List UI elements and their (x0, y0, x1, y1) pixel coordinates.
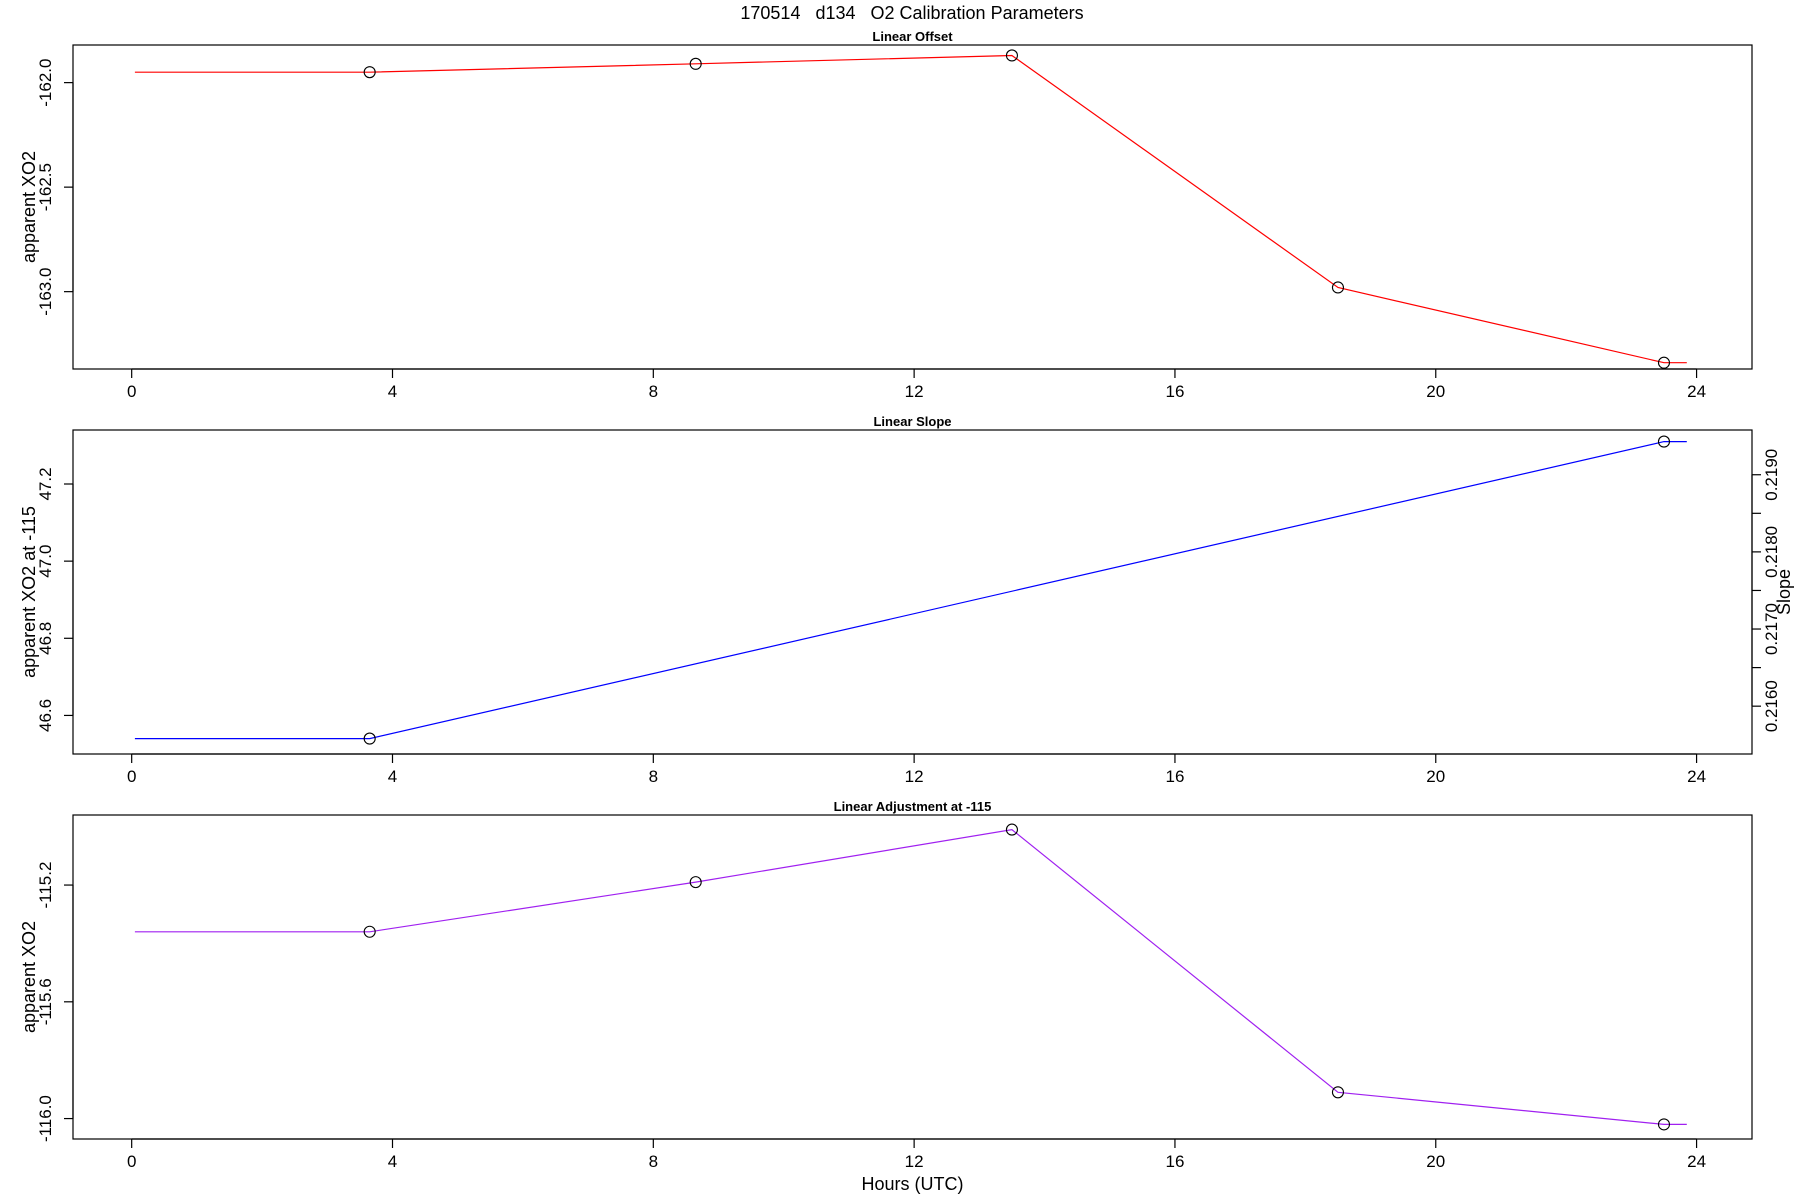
data-point (1005, 823, 1018, 836)
x-tick-label: 16 (1165, 1152, 1184, 1171)
chart-panel-3: Linear Adjustment at -115 0 4 8 12 16 20 24 -115… (19, 799, 1753, 1194)
y-tick-label: 46.6 (36, 699, 55, 732)
figure-title: 170514 d134 O2 Calibration Parameters (740, 3, 1083, 23)
chart-panel-2: Linear Slope 0 4 8 12 16 20 24 46.6 46.8 47.0 47.2 a… (19, 414, 1794, 786)
panel-title: Linear Slope (873, 414, 951, 429)
x-tick-label: 0 (127, 1152, 136, 1171)
y2-tick-label: 0.2180 (1762, 526, 1781, 578)
x-tick-label: 16 (1165, 767, 1184, 786)
data-point (363, 925, 376, 938)
x-axis: 0 4 8 12 16 20 24 (127, 753, 1706, 786)
data-point (1331, 1086, 1345, 1099)
y-axis: -115.2 -115.6 -116.0 apparent XO2 (19, 862, 74, 1142)
series-line (134, 441, 1687, 740)
x-tick-label: 4 (388, 1152, 397, 1171)
x-tick-label: 16 (1165, 382, 1184, 401)
x-tick-label: 4 (388, 767, 397, 786)
panel-title: Linear Offset (872, 29, 953, 44)
y-axis-label: apparent XO2 (19, 151, 39, 263)
x-tick-label: 12 (905, 382, 924, 401)
y-axis-label: apparent XO2 (19, 921, 39, 1033)
y-tick-label: -115.6 (36, 978, 55, 1025)
x-axis-label: Hours (UTC) (862, 1174, 964, 1194)
series-line (134, 54, 1687, 364)
x-tick-label: 12 (905, 767, 924, 786)
x-tick-label: 12 (905, 1152, 924, 1171)
x-tick-label: 20 (1426, 382, 1445, 401)
y2-tick-label: 0.2160 (1762, 680, 1781, 732)
x-tick-label: 24 (1687, 767, 1706, 786)
data-point (1657, 435, 1671, 448)
y2-axis: 0.2160 0.2170 0.2180 0.2190 Slope (1751, 449, 1794, 732)
data-point (689, 876, 702, 889)
x-tick-label: 24 (1687, 382, 1706, 401)
data-point (1331, 281, 1345, 294)
x-tick-label: 20 (1426, 767, 1445, 786)
chart-panel-1: Linear Offset 0 4 8 12 16 20 24 -162.0 -162.5 -163… (19, 29, 1753, 401)
y-axis: 46.6 46.8 47.0 47.2 apparent XO2 at -115 (19, 467, 74, 732)
y-axis-label: apparent XO2 at -115 (19, 506, 39, 678)
x-tick-label: 20 (1426, 1152, 1445, 1171)
y-tick-label: -115.2 (36, 862, 55, 909)
y-tick-label: -162.0 (36, 59, 55, 107)
plot-frame (72, 44, 1753, 370)
x-tick-label: 8 (649, 382, 658, 401)
plot-frame (72, 814, 1753, 1140)
x-axis: 0 4 8 12 16 20 24 (127, 368, 1706, 401)
y-tick-label: -116.0 (36, 1095, 55, 1142)
y2-axis-label: Slope (1774, 569, 1794, 615)
x-tick-label: 8 (649, 767, 658, 786)
data-point (363, 66, 376, 79)
y-tick-label: -162.5 (36, 163, 55, 211)
y2-tick-label: 0.2190 (1762, 449, 1781, 501)
y-tick-label: 46.8 (36, 622, 55, 655)
x-tick-label: 4 (388, 382, 397, 401)
y-tick-label: -163.0 (36, 268, 55, 316)
x-tick-label: 0 (127, 767, 136, 786)
data-point (689, 57, 702, 70)
y-axis: -162.0 -162.5 -163.0 apparent XO2 (19, 59, 74, 316)
y-tick-label: 47.2 (36, 467, 55, 500)
y-tick-label: 47.0 (36, 545, 55, 578)
panel-title: Linear Adjustment at -115 (834, 799, 992, 814)
data-point (363, 732, 376, 745)
y2-tick-label: 0.2170 (1762, 603, 1781, 655)
x-axis: 0 4 8 12 16 20 24 (127, 1138, 1706, 1171)
x-tick-label: 24 (1687, 1152, 1706, 1171)
series-line (134, 828, 1687, 1126)
panels: Linear Offset 0 4 8 12 16 20 24 -162.0 -162.5 -163… (19, 29, 1794, 1194)
data-point (1657, 356, 1671, 369)
data-point (1657, 1118, 1671, 1131)
data-point (1005, 49, 1018, 62)
x-tick-label: 0 (127, 382, 136, 401)
x-tick-label: 8 (649, 1152, 658, 1171)
